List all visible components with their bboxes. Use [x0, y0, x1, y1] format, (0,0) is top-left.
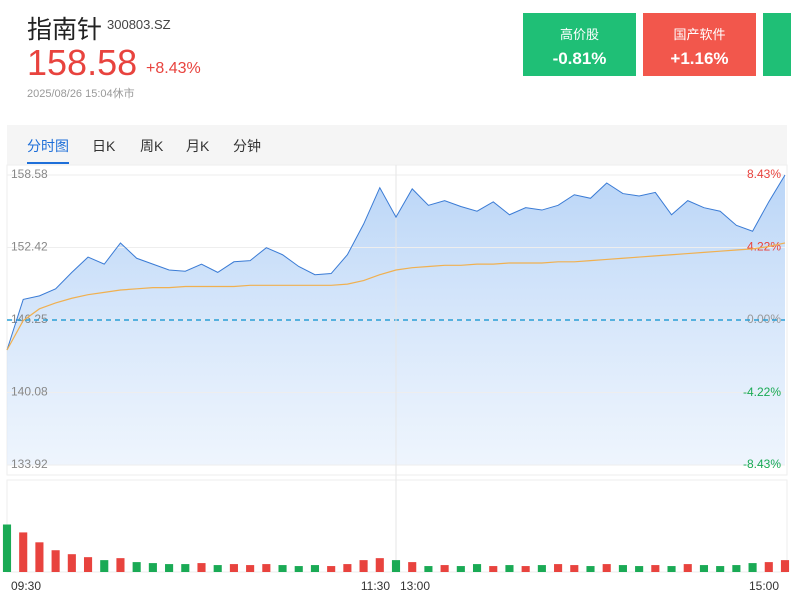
x-tick-label: 09:30: [11, 579, 41, 593]
volume-bar: [489, 566, 498, 572]
change: +8.43%: [146, 60, 201, 77]
y-tick-label: 140.08: [11, 385, 48, 399]
x-tick-label: 15:00: [749, 579, 779, 593]
volume-bar: [310, 565, 320, 572]
volume-bar: [505, 565, 514, 572]
volume-bar: [197, 563, 206, 572]
volume-bar: [132, 562, 141, 572]
volume-bar: [440, 565, 449, 572]
volume-bar: [716, 566, 725, 572]
volume-bar: [51, 550, 60, 572]
volume-bar: [537, 565, 546, 572]
y-tick-label: 146.25: [11, 312, 48, 326]
tag-label: 高价股: [559, 27, 599, 42]
stock-name: 指南针: [27, 16, 103, 44]
volume-bar: [116, 558, 125, 572]
volume-bar: [2, 524, 12, 572]
price: 158.58: [27, 42, 138, 83]
volume-bar: [586, 566, 595, 572]
volume-bar: [391, 560, 401, 572]
volume-bar: [472, 564, 482, 572]
tab[interactable]: 周K: [140, 138, 164, 154]
volume-bar: [327, 566, 336, 572]
volume-bar: [618, 565, 627, 572]
y2-tick-label: -8.43%: [743, 457, 781, 471]
volume-bar: [213, 565, 222, 572]
volume-bar: [181, 564, 190, 572]
volume-bar: [699, 565, 709, 572]
volume-bar: [262, 564, 271, 572]
tag-value: -0.81%: [552, 49, 607, 68]
tab[interactable]: 月K: [186, 138, 210, 154]
volume-bar: [424, 566, 433, 572]
stock-code: 300803.SZ: [107, 17, 171, 32]
volume-bar: [554, 564, 563, 572]
tab[interactable]: 分钟: [233, 138, 261, 154]
volume-bar: [667, 566, 676, 572]
y2-tick-label: 0.00%: [747, 312, 781, 326]
volume-bar: [683, 564, 692, 572]
volume-bar: [732, 565, 741, 572]
volume-bar: [165, 564, 174, 572]
tag[interactable]: 高价股 -0.81%: [523, 13, 636, 76]
volume-bar: [246, 565, 255, 572]
y2-tick-label: -4.22%: [743, 385, 781, 399]
volume-bar: [375, 558, 384, 572]
volume-bar: [229, 564, 238, 572]
tag-label: 国产软件: [673, 27, 726, 42]
volume-bar: [294, 566, 303, 572]
volume-bar: [748, 563, 757, 572]
tag-value: +1.16%: [670, 49, 729, 68]
average-line: [6, 242, 786, 351]
volume-bar: [456, 566, 465, 572]
volume-bar: [780, 560, 790, 572]
volume-bar: [83, 557, 93, 572]
price-line: [6, 174, 786, 351]
tab-bar: [7, 125, 787, 165]
tab[interactable]: 分时图: [27, 136, 69, 164]
volume-bar: [278, 565, 287, 572]
tag[interactable]: 国产软件 +1.16%: [643, 13, 756, 76]
volume-bar: [651, 565, 660, 572]
volume-bar: [343, 564, 352, 572]
volume-bar: [100, 560, 109, 572]
y-tick-label: 158.58: [11, 167, 48, 181]
x-tick-label: 11:30: [361, 579, 390, 593]
y-tick-label: 152.42: [11, 240, 48, 254]
volume-bar: [359, 560, 368, 572]
volume-bar: [67, 554, 76, 572]
tab[interactable]: 日K: [92, 138, 116, 154]
volume-bar: [19, 532, 28, 572]
volume-bar: [148, 563, 157, 572]
y2-tick-label: 8.43%: [747, 167, 781, 181]
volume-bar: [570, 565, 579, 572]
volume-bar: [602, 564, 611, 572]
volume-bar: [35, 542, 44, 572]
timestamp: 2025/08/26 15:04休市: [27, 88, 135, 100]
tag-partial: [763, 13, 791, 76]
volume-bar: [764, 562, 773, 572]
x-tick-label: 13:00: [400, 579, 430, 593]
volume-bar: [635, 566, 644, 572]
volume-bar: [521, 566, 530, 572]
y-tick-label: 133.92: [11, 457, 48, 471]
volume-bar: [408, 562, 417, 572]
